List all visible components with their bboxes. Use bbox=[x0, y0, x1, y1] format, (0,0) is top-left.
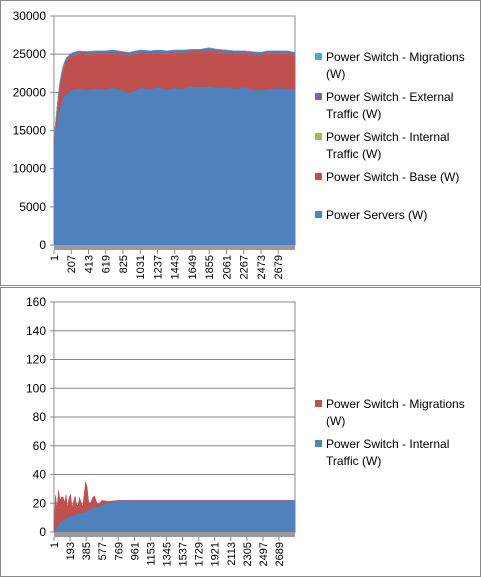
legend-label: Power Switch - Internal Traffic (W) bbox=[326, 130, 450, 161]
top-chart: 0 5000 10000 15000 20000 25000 30000 1 207 413 619… bbox=[13, 9, 296, 279]
x-tick-label: 2689 bbox=[274, 542, 286, 566]
x-tick-label: 2267 bbox=[239, 255, 251, 279]
x-tick-label: 1 bbox=[49, 255, 61, 261]
x-tick-label: 619 bbox=[101, 255, 113, 273]
x-tick-label: 207 bbox=[66, 255, 78, 273]
y-tick-label: 160 bbox=[26, 295, 46, 309]
y-tick-label: 0 bbox=[39, 238, 46, 252]
x-tick-label: 1855 bbox=[204, 255, 216, 279]
y-tick-label: 10000 bbox=[13, 162, 47, 176]
y-tick-label: 20 bbox=[33, 496, 47, 510]
x-tick-label: 1153 bbox=[145, 542, 157, 566]
bottom-chart: 0 20 40 60 80 100 120 140 160 1 193 385 577 769 961 115… bbox=[26, 295, 296, 566]
x-tick-label: 1443 bbox=[170, 255, 182, 279]
legend-swatch bbox=[315, 133, 322, 140]
x-tick-label: 1345 bbox=[162, 542, 174, 566]
legend-swatch bbox=[315, 400, 322, 407]
x-tick-label: 1237 bbox=[152, 255, 164, 279]
legend-label: Power Switch - Migrations (W) bbox=[326, 50, 465, 81]
legend-swatch bbox=[315, 211, 322, 218]
x-tick-label: 2061 bbox=[221, 255, 233, 279]
x-tick-label: 2473 bbox=[256, 255, 268, 279]
x-tick-label: 413 bbox=[83, 255, 95, 273]
x-tick-label: 1649 bbox=[187, 255, 199, 279]
legend-label: Power Switch - Migrations (W) bbox=[326, 397, 465, 428]
legend-swatch bbox=[315, 53, 322, 60]
legend-label: Power Switch - Internal Traffic (W) bbox=[326, 437, 450, 468]
legend-label: Power Switch - Base (W) bbox=[326, 170, 460, 184]
top-chart-panel: 0 5000 10000 15000 20000 25000 30000 1 207 413 619… bbox=[0, 0, 481, 286]
y-tick-label: 15000 bbox=[13, 124, 47, 138]
legend-label: Power Servers (W) bbox=[326, 208, 428, 222]
y-tick-label: 100 bbox=[26, 381, 46, 395]
y-tick-label: 140 bbox=[26, 324, 46, 338]
y-tick-label: 60 bbox=[33, 439, 47, 453]
x-tick-label: 1 bbox=[49, 542, 61, 548]
x-tick-label: 193 bbox=[65, 542, 77, 560]
area-series-1 bbox=[53, 481, 295, 533]
x-tick-label: 2113 bbox=[226, 542, 238, 566]
x-tick-label: 2497 bbox=[258, 542, 270, 566]
x-tick-label: 385 bbox=[81, 542, 93, 560]
y-tick-label: 30000 bbox=[13, 9, 47, 23]
x-tick-label: 2679 bbox=[273, 255, 285, 279]
legend-swatch bbox=[315, 440, 322, 447]
y-tick-label: 20000 bbox=[13, 85, 47, 99]
x-axis-floor bbox=[54, 245, 295, 250]
y-tick-label: 80 bbox=[33, 410, 47, 424]
x-tick-label: 1537 bbox=[178, 542, 190, 566]
x-tick-label: 2305 bbox=[242, 542, 254, 566]
x-tick-label: 1921 bbox=[210, 542, 222, 566]
y-tick-label: 120 bbox=[26, 353, 46, 367]
x-tick-label: 1729 bbox=[194, 542, 206, 566]
x-tick-label: 769 bbox=[113, 542, 125, 560]
y-tick-label: 25000 bbox=[13, 47, 47, 61]
x-tick-label: 825 bbox=[118, 255, 130, 273]
area-series-4 bbox=[53, 47, 296, 139]
legend-label: Power Switch - External Traffic (W) bbox=[326, 90, 454, 121]
legend-swatch bbox=[315, 173, 322, 180]
y-tick-label: 0 bbox=[39, 525, 46, 539]
y-tick-label: 40 bbox=[33, 468, 47, 482]
bottom-chart-panel: 0 20 40 60 80 100 120 140 160 1 193 385 577 769 961 115… bbox=[0, 287, 481, 577]
x-tick-label: 1031 bbox=[135, 255, 147, 279]
x-tick-label: 961 bbox=[129, 542, 141, 560]
x-axis-floor bbox=[54, 532, 295, 537]
legend-swatch bbox=[315, 93, 322, 100]
area-series-0 bbox=[53, 85, 296, 246]
y-tick-label: 5000 bbox=[19, 200, 46, 214]
x-tick-label: 577 bbox=[97, 542, 109, 560]
